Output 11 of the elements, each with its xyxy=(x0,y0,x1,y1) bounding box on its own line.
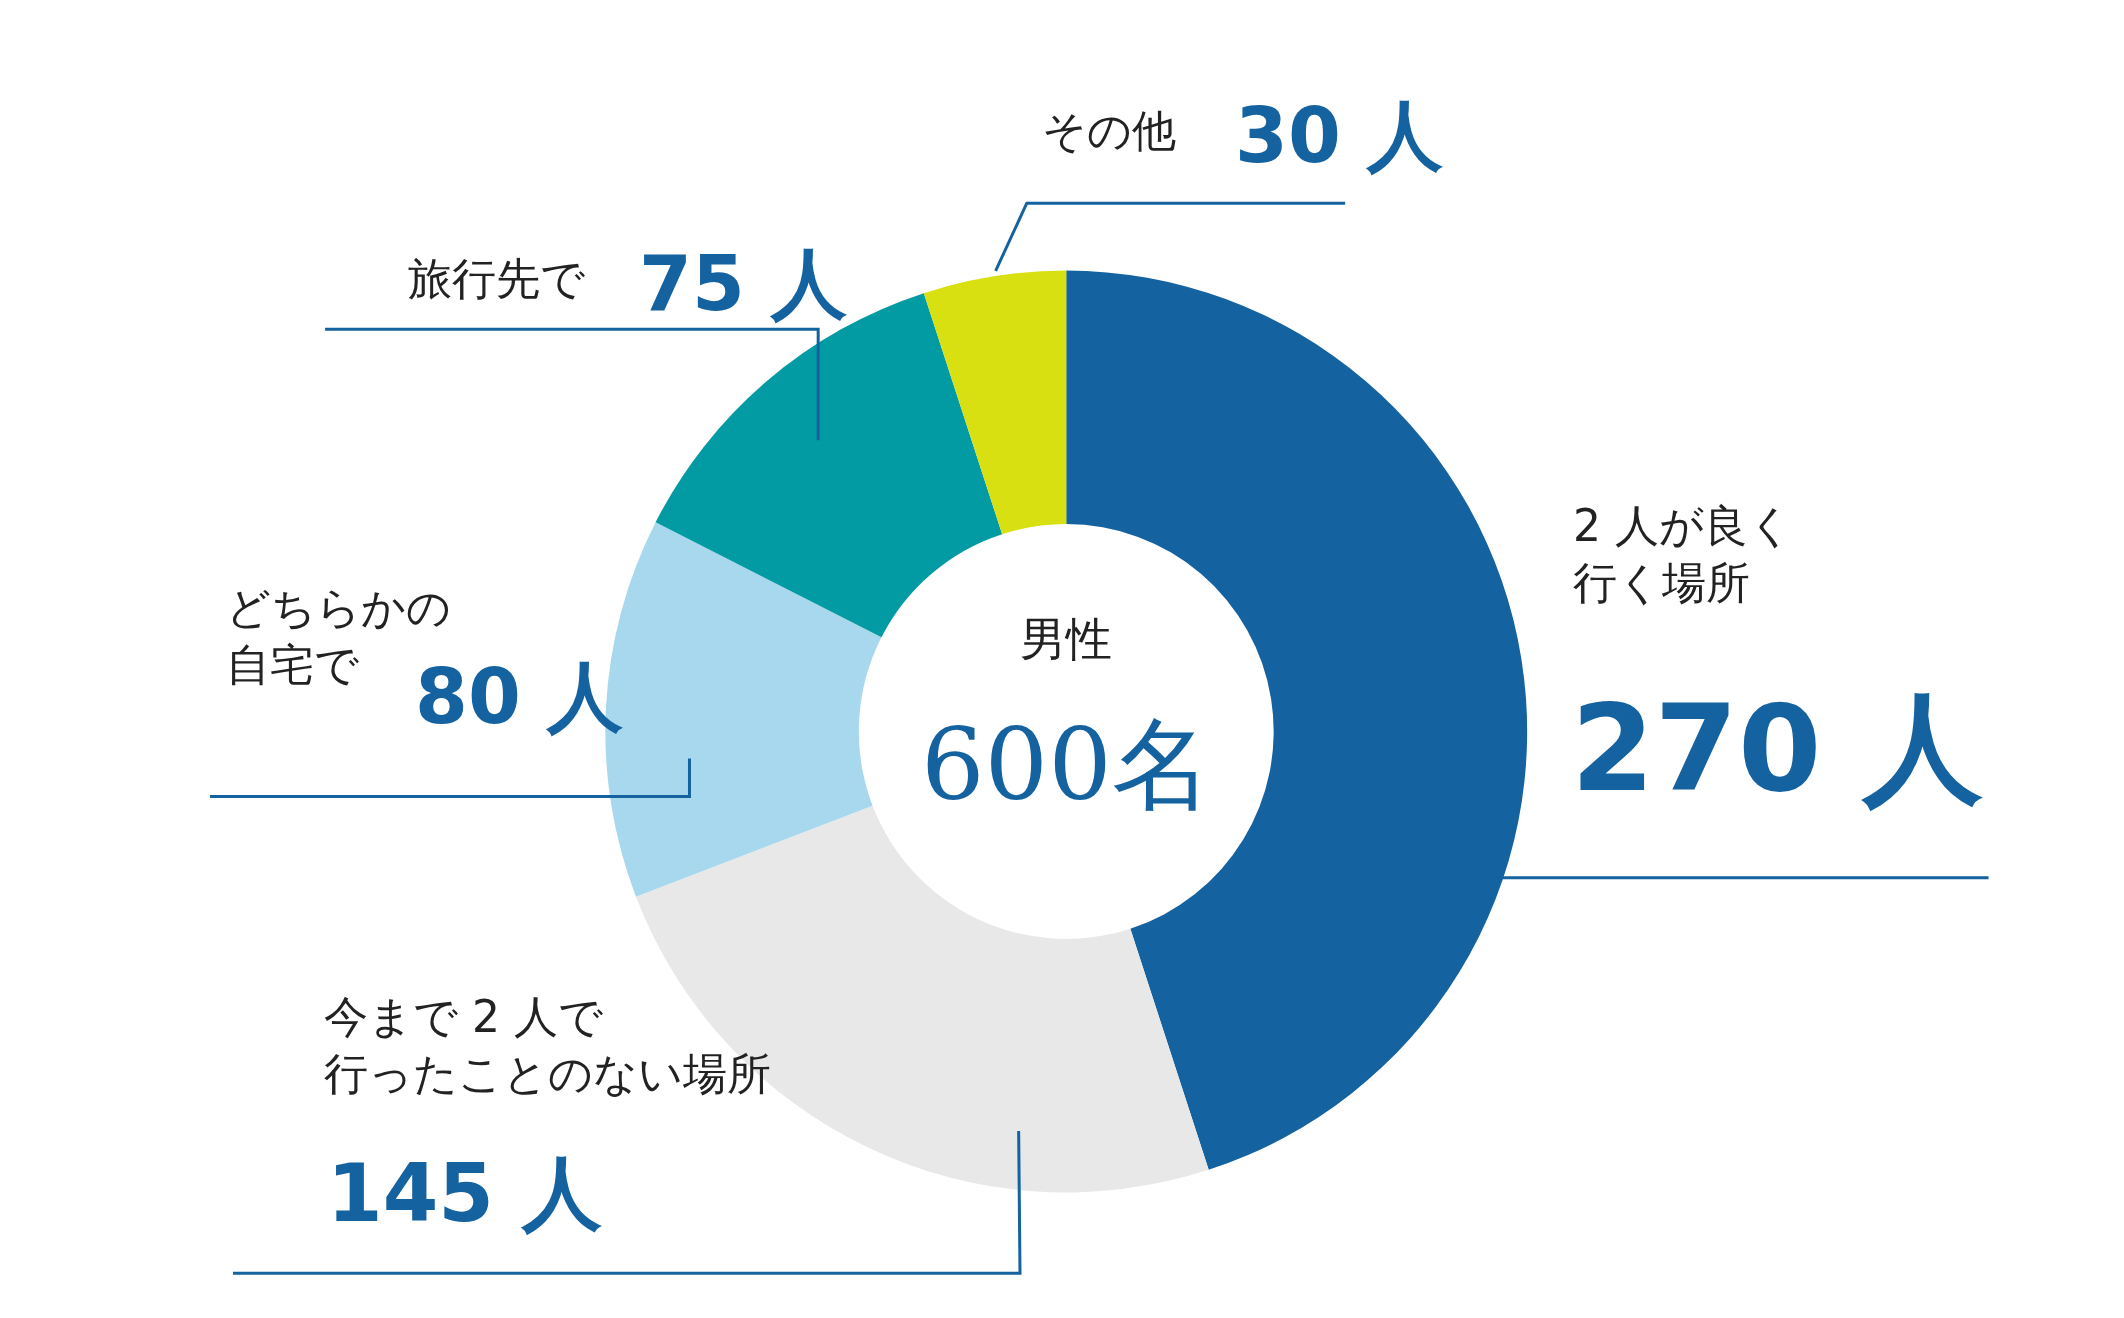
text: 600名 xyxy=(921,706,1212,823)
donut-slice xyxy=(923,270,1067,535)
text: 男性 xyxy=(1020,612,1112,666)
data-label: 145 人 xyxy=(327,1147,602,1240)
slice-label: 旅行先で xyxy=(408,253,585,304)
data-label: 75 人 xyxy=(639,239,848,328)
slice-label: 今まで 2 人で行ったことのない場所 xyxy=(324,991,771,1100)
slice-label: 2 人が良く行く場所 xyxy=(1573,500,1793,609)
slice-label: その他 xyxy=(1042,105,1176,156)
data-label: 30 人 xyxy=(1235,91,1444,180)
data-label: 270 人 xyxy=(1571,679,1984,818)
